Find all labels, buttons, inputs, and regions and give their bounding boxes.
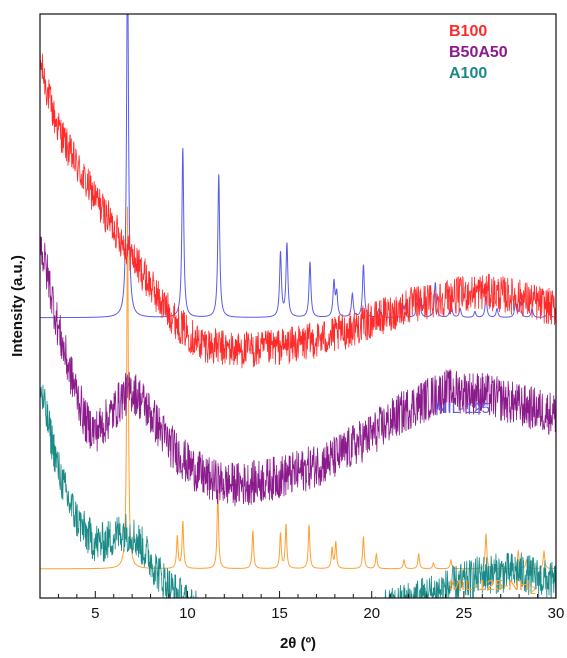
x-tick-label: 15 bbox=[271, 605, 288, 622]
label-mil-125-nh2: MiL-125-NH2 bbox=[449, 577, 536, 597]
legend: B100 B50A50 A100 bbox=[449, 23, 508, 82]
series-line-b100 bbox=[40, 44, 556, 369]
x-tick-label: 10 bbox=[179, 605, 196, 622]
x-tick-label: 20 bbox=[363, 605, 380, 622]
label-mil-125: MIL-125 bbox=[435, 400, 490, 417]
legend-a100: A100 bbox=[449, 65, 487, 82]
label-mil-125-nh2-subscript: 2 bbox=[530, 585, 536, 597]
x-axis-title: 2θ (º) bbox=[280, 635, 316, 652]
plot-area bbox=[40, 14, 556, 598]
x-axis-ticks bbox=[57, 591, 557, 598]
y-axis-title: Intensity (a.u.) bbox=[9, 255, 26, 357]
x-tick-label: 25 bbox=[456, 605, 473, 622]
label-mil-125-nh2-main: MiL-125-NH bbox=[449, 577, 530, 594]
legend-b100: B100 bbox=[449, 23, 487, 40]
reference-pattern-mil-125 bbox=[40, 14, 556, 319]
x-tick-label: 5 bbox=[91, 605, 99, 622]
series-line-a100 bbox=[40, 384, 556, 598]
legend-b50a50: B50A50 bbox=[449, 44, 508, 61]
x-tick-label: 30 bbox=[548, 605, 565, 622]
x-axis-tick-labels: 5 10 15 20 25 30 bbox=[91, 605, 564, 622]
series-line-b50a50 bbox=[40, 236, 556, 507]
